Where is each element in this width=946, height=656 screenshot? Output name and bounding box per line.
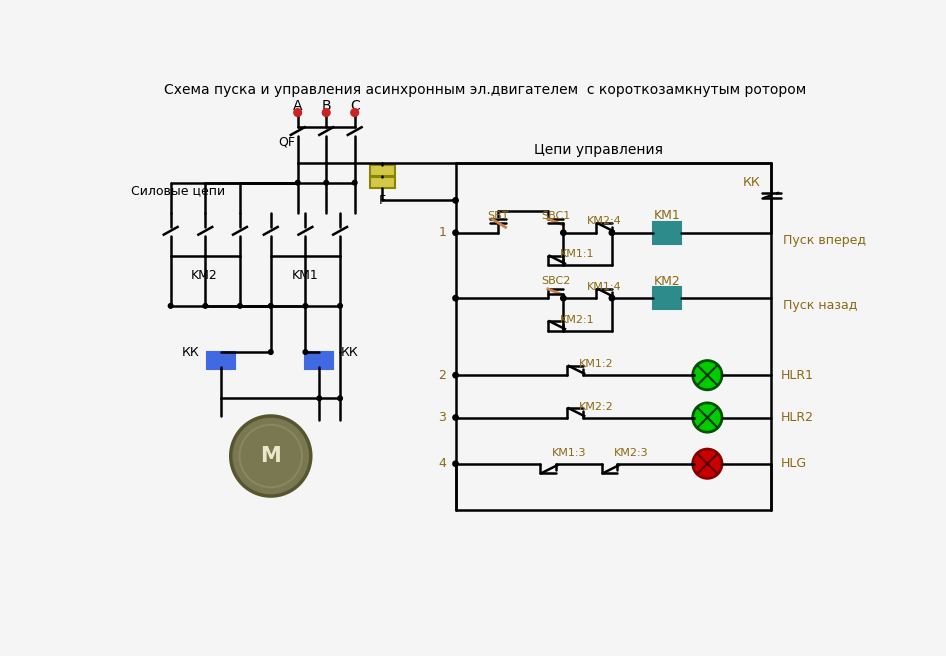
Text: SBC2: SBC2 bbox=[541, 276, 570, 286]
Circle shape bbox=[609, 230, 615, 236]
Circle shape bbox=[323, 109, 330, 117]
Text: М: М bbox=[260, 446, 281, 466]
Bar bbox=[370, 165, 394, 176]
Bar bbox=[207, 352, 235, 369]
Text: 3: 3 bbox=[438, 411, 447, 424]
Circle shape bbox=[317, 396, 322, 401]
Text: KM2:1: KM2:1 bbox=[559, 315, 594, 325]
Text: КК: КК bbox=[341, 346, 359, 359]
Circle shape bbox=[561, 230, 566, 236]
Text: 2: 2 bbox=[438, 369, 447, 382]
Text: 1: 1 bbox=[438, 226, 447, 239]
Circle shape bbox=[269, 350, 273, 354]
Text: KM2:3: KM2:3 bbox=[613, 448, 648, 458]
Text: KM1:1: KM1:1 bbox=[559, 249, 594, 259]
Text: KM1: KM1 bbox=[654, 209, 681, 222]
Text: KM2: KM2 bbox=[654, 275, 681, 288]
Circle shape bbox=[269, 304, 273, 308]
Circle shape bbox=[294, 109, 302, 117]
Text: KM1: KM1 bbox=[292, 268, 319, 281]
Circle shape bbox=[453, 295, 458, 301]
Circle shape bbox=[324, 180, 328, 185]
Text: KM2:2: KM2:2 bbox=[579, 401, 614, 412]
Circle shape bbox=[303, 350, 307, 354]
Bar bbox=[370, 177, 394, 188]
Circle shape bbox=[338, 304, 342, 308]
Text: HLG: HLG bbox=[780, 457, 807, 470]
Text: SBC1: SBC1 bbox=[541, 211, 570, 221]
Circle shape bbox=[453, 461, 458, 466]
Text: C: C bbox=[350, 98, 359, 113]
Circle shape bbox=[231, 416, 311, 496]
Text: KM2: KM2 bbox=[190, 268, 218, 281]
Text: KM2:4: KM2:4 bbox=[587, 216, 622, 226]
Text: Схема пуска и управления асинхронным эл.двигателем  с короткозамкнутым ротором: Схема пуска и управления асинхронным эл.… bbox=[164, 83, 806, 97]
Circle shape bbox=[561, 295, 566, 301]
Circle shape bbox=[203, 304, 207, 308]
Text: KM1:4: KM1:4 bbox=[587, 281, 622, 292]
Circle shape bbox=[692, 403, 722, 432]
Text: КК: КК bbox=[182, 346, 200, 359]
Text: Пуск вперед: Пуск вперед bbox=[783, 234, 866, 247]
Text: F: F bbox=[378, 194, 386, 207]
Text: B: B bbox=[322, 98, 331, 113]
Text: Силовые цепи: Силовые цепи bbox=[131, 184, 225, 197]
Bar bbox=[306, 352, 333, 369]
Text: HLR2: HLR2 bbox=[780, 411, 814, 424]
Text: A: A bbox=[293, 98, 303, 113]
Circle shape bbox=[453, 197, 458, 203]
Text: SBT: SBT bbox=[487, 211, 509, 221]
Circle shape bbox=[692, 449, 722, 478]
Circle shape bbox=[453, 373, 458, 378]
Bar bbox=[654, 287, 681, 309]
Circle shape bbox=[453, 415, 458, 420]
Circle shape bbox=[609, 295, 615, 301]
Circle shape bbox=[453, 230, 458, 236]
Text: HLR1: HLR1 bbox=[780, 369, 814, 382]
Text: КК: КК bbox=[744, 176, 761, 189]
Circle shape bbox=[237, 304, 242, 308]
Text: KM1:3: KM1:3 bbox=[552, 448, 587, 458]
Text: Пуск назад: Пуск назад bbox=[783, 299, 857, 312]
Bar bbox=[654, 222, 681, 243]
Circle shape bbox=[168, 304, 173, 308]
Circle shape bbox=[692, 361, 722, 390]
Circle shape bbox=[295, 180, 300, 185]
Text: KM1:2: KM1:2 bbox=[579, 359, 613, 369]
Text: QF: QF bbox=[278, 135, 295, 148]
Circle shape bbox=[338, 396, 342, 401]
Circle shape bbox=[239, 425, 302, 487]
Text: 4: 4 bbox=[438, 457, 447, 470]
Circle shape bbox=[303, 304, 307, 308]
Text: Цепи управления: Цепи управления bbox=[534, 142, 662, 157]
Circle shape bbox=[352, 180, 357, 185]
Circle shape bbox=[351, 109, 359, 117]
